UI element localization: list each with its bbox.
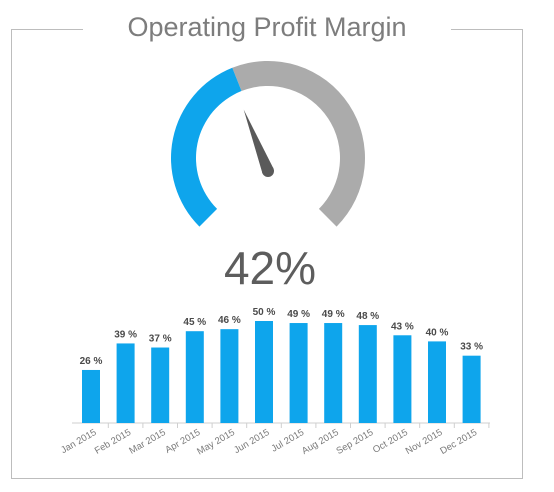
bar-apr-2015	[185, 331, 204, 423]
x-tick-label: Oct 2015	[371, 427, 410, 456]
bar-jan-2015	[82, 369, 100, 423]
x-tick-label: Jun 2015	[232, 427, 271, 456]
bar-data-label: 33 %	[460, 342, 483, 353]
x-tick-label: Dec 2015	[438, 427, 479, 457]
bar-data-label: 49 %	[287, 309, 310, 320]
bar-feb-2015	[116, 343, 135, 423]
gauge-value-label: 42%	[224, 242, 316, 294]
x-tick-label: Mar 2015	[127, 427, 167, 457]
bar-chart: 26 % Jan 2015 39 % Feb 2015 37 % Mar 2015 45 %…	[59, 307, 490, 457]
gauge-remaining-arc	[232, 61, 365, 227]
bar-data-label: 48 %	[356, 311, 379, 322]
bar-data-label: 43 %	[391, 321, 414, 332]
bar-sep-2015	[358, 325, 377, 423]
bar-data-label: 49 %	[322, 309, 345, 320]
gauge-filled-arc	[170, 67, 242, 227]
bar-may-2015	[220, 329, 239, 423]
bar-dec-2015	[462, 355, 481, 423]
bar-data-label: 37 %	[149, 334, 172, 345]
gauge-needle	[243, 109, 274, 174]
bar-jun-2015	[255, 321, 273, 423]
x-tick-label: Feb 2015	[93, 427, 133, 457]
bar-data-label: 26 %	[80, 356, 103, 367]
frame-top-right-line	[451, 29, 523, 30]
gauge-needle-hub	[262, 165, 274, 177]
x-tick-label: Jan 2015	[59, 427, 98, 456]
bar-data-label: 45 %	[183, 317, 206, 328]
chart-title: Operating Profit Margin	[127, 12, 407, 42]
bar-data-label: 46 %	[218, 315, 241, 326]
frame-top-left-line	[11, 29, 83, 30]
bar-mar-2015	[151, 347, 170, 423]
bar-nov-2015	[428, 341, 446, 423]
bar-data-label: 40 %	[426, 327, 449, 338]
bar-jul-2015	[289, 323, 308, 423]
x-tick-label: Nov 2015	[404, 427, 445, 457]
bar-aug-2015	[324, 323, 343, 423]
x-tick-label: May 2015	[195, 427, 237, 457]
gauge: 42%	[170, 61, 365, 294]
x-tick-label: Sep 2015	[335, 427, 376, 457]
bar-data-label: 50 %	[253, 307, 276, 318]
bar-data-label: 39 %	[114, 329, 137, 340]
x-tick-label: Aug 2015	[300, 427, 341, 457]
chart-frame	[11, 29, 523, 479]
bar-oct-2015	[393, 335, 412, 423]
